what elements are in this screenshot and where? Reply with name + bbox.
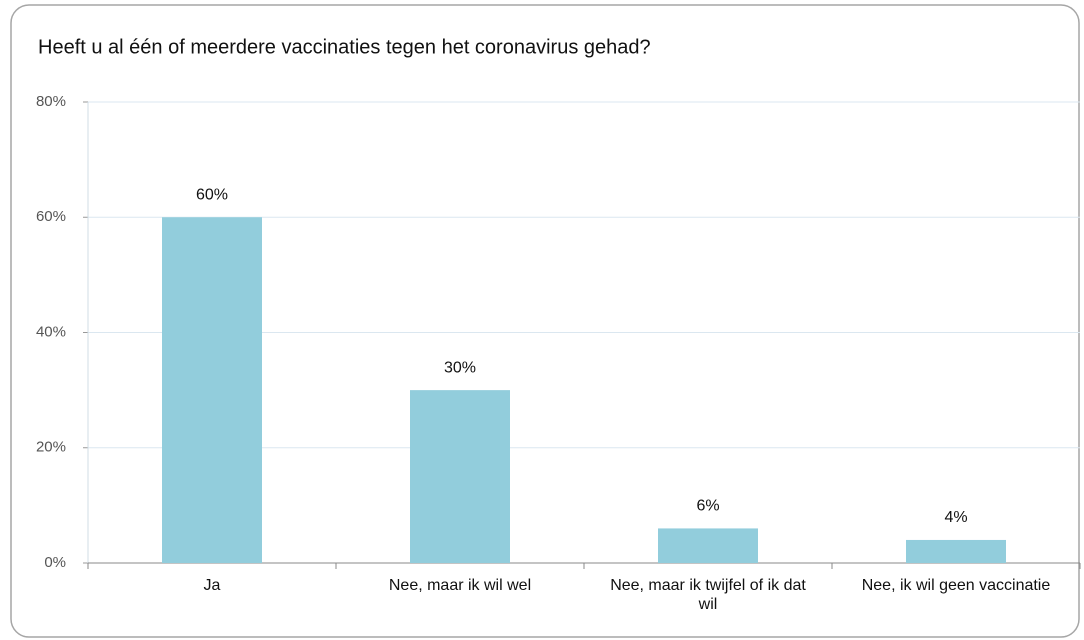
y-tick-label: 20%: [36, 439, 66, 456]
y-tick-label: 80%: [36, 93, 66, 110]
x-tick-label: Nee, maar ik wil wel: [388, 577, 532, 594]
x-tick-label: Ja: [203, 577, 221, 594]
value-label: 4%: [944, 509, 967, 526]
chart-title: Heeft u al één of meerdere vaccinaties t…: [38, 36, 651, 58]
x-tick-label: Nee, ik wil geen vaccinatie: [861, 577, 1051, 594]
bar: [410, 390, 510, 563]
value-label: 60%: [196, 186, 228, 203]
y-tick-label: 0%: [44, 554, 66, 571]
x-tick-label: Nee, maar ik twijfel of ik dat wil: [610, 577, 806, 613]
y-tick-label: 40%: [36, 323, 66, 340]
value-label: 6%: [696, 498, 719, 515]
bar: [906, 539, 1006, 563]
bar: [162, 217, 262, 563]
value-label: 30%: [444, 359, 476, 376]
chart-border: [10, 4, 1080, 638]
bar: [658, 528, 758, 563]
y-tick-label: 60%: [36, 208, 66, 225]
